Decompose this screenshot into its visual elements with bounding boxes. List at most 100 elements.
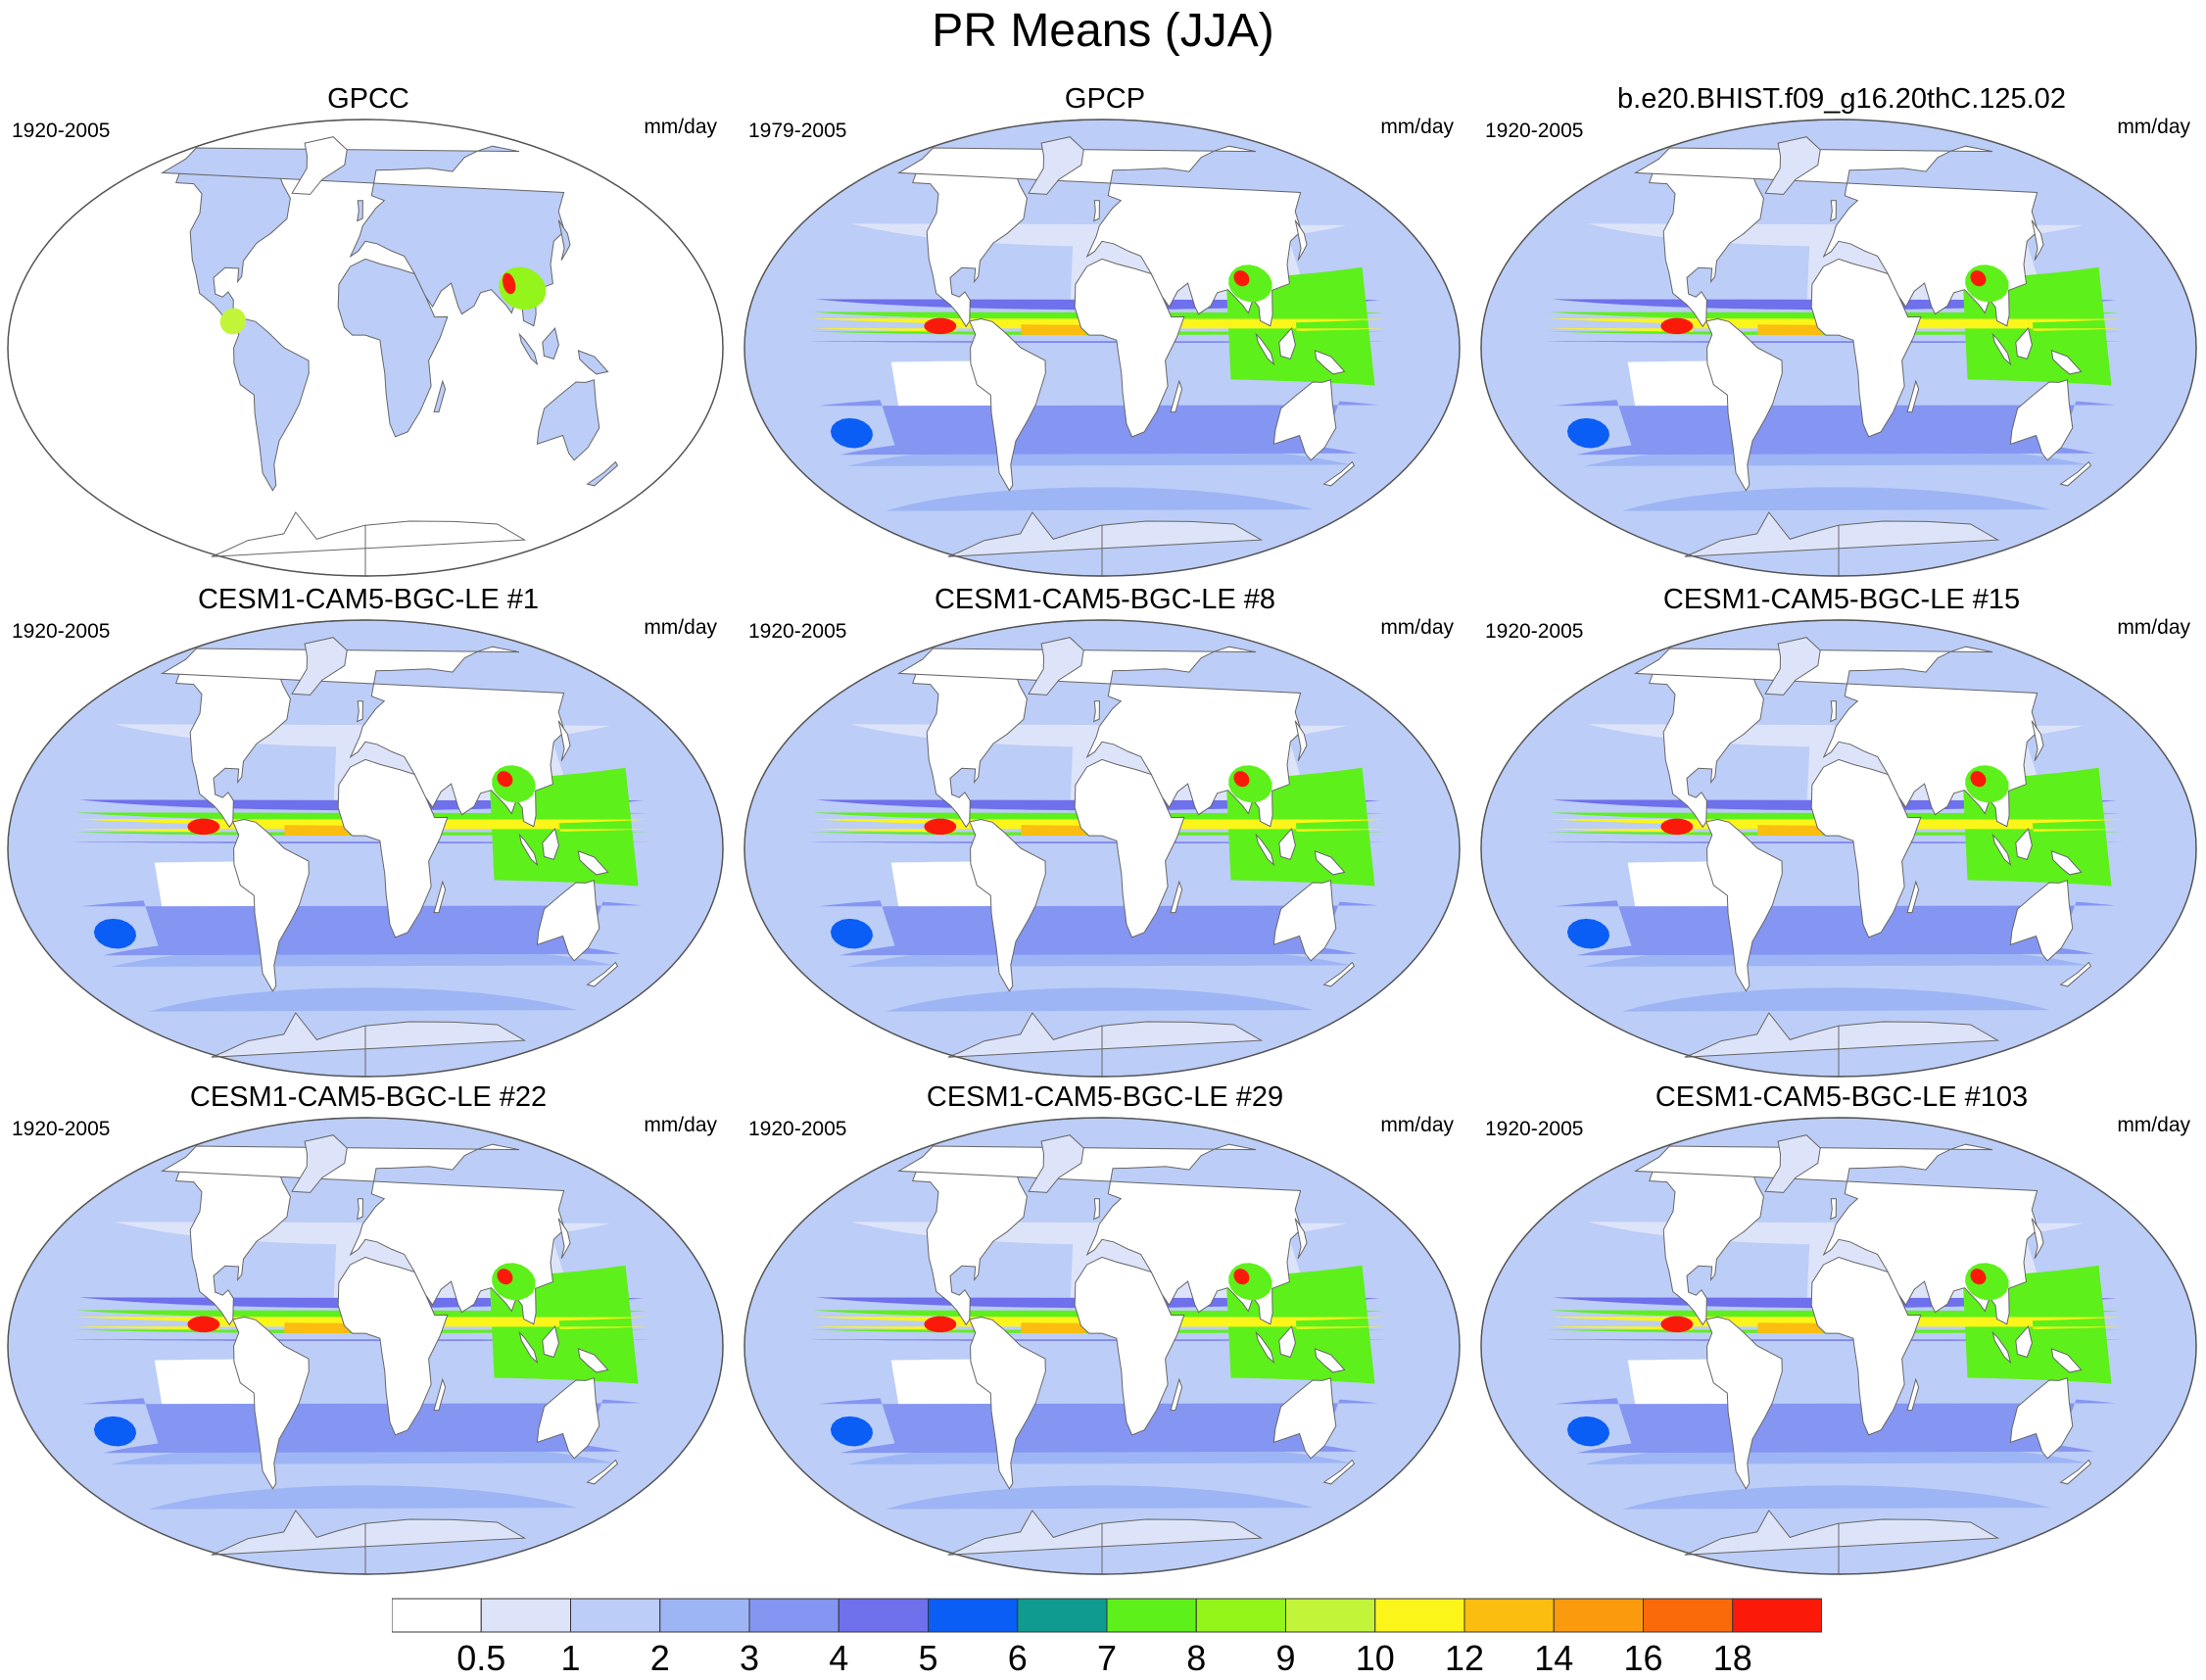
spcz-core	[1566, 1416, 1609, 1447]
land-guinea	[2050, 850, 2083, 876]
units-label: mm/day	[2117, 1114, 2190, 1136]
units-label: mm/day	[1380, 616, 1454, 639]
land-sumatra	[1255, 1330, 1275, 1365]
spcz	[818, 900, 1378, 956]
land-greenland	[1764, 136, 1821, 195]
map-panel: CESM1-CAM5-BGC-LE #8 1920-2005 mm/day	[743, 583, 1467, 1082]
spcz-core	[830, 918, 873, 949]
southern-storm-track	[847, 1442, 1351, 1510]
land-eurasia	[160, 646, 565, 828]
land-japan	[1294, 219, 1308, 261]
land-eurasia	[896, 1143, 1302, 1325]
figure-title: PR Means (JJA)	[932, 5, 1274, 57]
map-border	[7, 119, 724, 577]
land-antarctica	[947, 511, 1264, 576]
monsoon-land-core	[1233, 771, 1250, 788]
period-label: 1920-2005	[1485, 120, 1584, 142]
land-australia	[536, 1377, 600, 1460]
east-pacific-max	[924, 317, 957, 335]
map-border	[7, 619, 724, 1078]
colorbar-box	[838, 1598, 929, 1633]
land-samerica	[969, 317, 1046, 492]
map-panel: CESM1-CAM5-BGC-LE #22 1920-2005 mm/day	[6, 1080, 731, 1580]
land-nz	[2059, 460, 2092, 487]
monsoon-land-core	[1970, 771, 1987, 788]
land-sumatra	[518, 332, 539, 366]
units-label: mm/day	[1380, 1114, 1454, 1136]
land-antarctica	[211, 1012, 527, 1077]
period-label: 1920-2005	[1485, 1118, 1584, 1140]
world-map	[6, 1116, 725, 1581]
land-guinea	[2050, 350, 2083, 375]
colorbar-box	[1732, 1598, 1822, 1633]
colorbar-box	[1285, 1598, 1376, 1633]
colorbar-box	[1643, 1598, 1734, 1633]
land-eurasia	[1633, 646, 2038, 828]
land-nz	[586, 460, 619, 487]
land-africa	[1074, 758, 1185, 938]
land-japan	[557, 219, 571, 261]
monsoon-land-core	[1970, 270, 1987, 287]
land-greenland	[1764, 1134, 1821, 1193]
land-uk	[357, 200, 363, 222]
land-australia	[2009, 1377, 2074, 1460]
map-border	[1480, 619, 2197, 1078]
land-namerica	[912, 653, 1028, 829]
map-panel: CESM1-CAM5-BGC-LE #103 1920-2005 mm/day	[1479, 1080, 2204, 1580]
land-madagascar	[1170, 379, 1183, 413]
spcz-core	[830, 417, 873, 449]
land-nz	[1322, 1459, 1356, 1485]
colorbar-box	[1463, 1598, 1555, 1633]
subtropical-dry-s	[890, 1359, 993, 1417]
land-namerica	[912, 153, 1028, 328]
land-antarctica	[211, 1510, 527, 1574]
subtropical-dry-s	[890, 360, 993, 419]
land-greenland	[1764, 637, 1821, 696]
land-africa	[1074, 1256, 1185, 1436]
land-samerica	[232, 317, 310, 492]
land-japan	[2031, 219, 2044, 261]
map-panel: b.e20.BHIST.f09_g16.20thC.125.02 1920-200…	[1479, 82, 2204, 582]
land-madagascar	[1906, 880, 1920, 914]
land-madagascar	[433, 880, 447, 914]
land-samerica	[232, 818, 310, 992]
land-madagascar	[433, 379, 447, 413]
world-map	[1479, 618, 2198, 1083]
land-samerica	[1705, 818, 1783, 992]
east-pacific-max	[187, 1316, 220, 1333]
spcz	[81, 900, 642, 956]
colorbar	[392, 1598, 1822, 1633]
land-samerica	[1705, 1316, 1783, 1490]
subtropical-dry-s	[1627, 1359, 1730, 1417]
atlantic-itcz	[284, 1322, 350, 1333]
map-panel: GPCC 1920-2005 mm/day	[6, 82, 731, 582]
east-pacific-max	[1660, 1316, 1694, 1333]
units-label: mm/day	[2117, 616, 2190, 639]
land-nz	[1322, 460, 1356, 487]
period-label: 1920-2005	[1485, 620, 1584, 643]
colorbar-box	[480, 1598, 571, 1633]
land-japan	[557, 1218, 571, 1259]
land-samerica	[969, 1316, 1046, 1490]
spcz	[818, 400, 1378, 456]
land-namerica	[1649, 153, 1764, 328]
land-namerica	[1649, 1151, 1764, 1326]
world-map	[743, 618, 1462, 1083]
colorbar-tick-label: 5	[918, 1638, 938, 1678]
colorbar-box	[1374, 1598, 1465, 1633]
map-panel: CESM1-CAM5-BGC-LE #29 1920-2005 mm/day	[743, 1080, 1467, 1580]
land-africa	[337, 258, 449, 438]
units-label: mm/day	[1380, 116, 1454, 138]
monsoon-land-core	[503, 272, 516, 295]
land-samerica	[1705, 317, 1783, 492]
land-madagascar	[1906, 1377, 1920, 1412]
southern-storm-track	[111, 944, 614, 1012]
land-australia	[536, 379, 600, 461]
world-map	[1479, 1116, 2198, 1581]
colorbar-tick-label: 0.5	[456, 1638, 506, 1678]
land-greenland	[291, 136, 348, 195]
land-borneo	[2015, 1325, 2033, 1359]
panel-title: GPCP	[1064, 83, 1146, 115]
land-madagascar	[1170, 1377, 1183, 1412]
land-samerica	[232, 1316, 310, 1490]
